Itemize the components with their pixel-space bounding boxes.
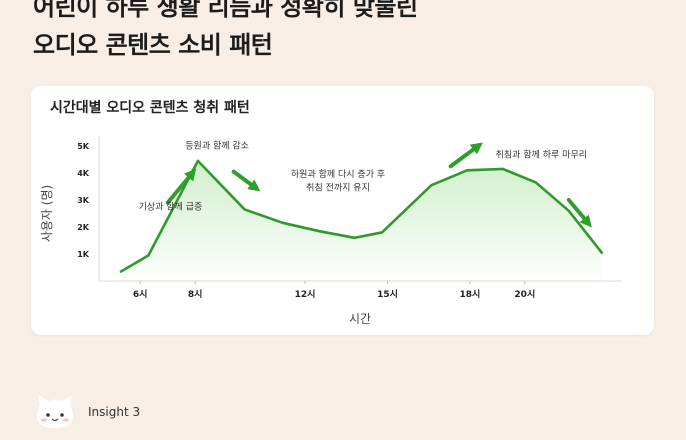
trend-arrow-up — [448, 142, 483, 169]
annotation-label: 하원과 함께 다시 증가 후 — [291, 169, 385, 180]
y-tick-label: 1K — [77, 250, 90, 259]
x-tick-label: 20시 — [514, 289, 535, 300]
cat-face-icon — [37, 395, 73, 428]
y-axis-label: 사용자 (명) — [40, 185, 54, 242]
chart-card: 시간대별 오디오 콘텐츠 청취 패턴 1K 2K 3K 4K 5K 6시 8시 12시 15시 1… — [31, 86, 654, 335]
y-tick-label: 2K — [77, 223, 90, 232]
trend-arrow-down — [231, 169, 261, 192]
x-tick-label: 18시 — [459, 289, 480, 300]
chart-title: 시간대별 오디오 콘텐츠 청취 패턴 — [50, 100, 250, 116]
series-line — [119, 159, 604, 273]
series-area — [120, 160, 602, 281]
annotation-label: 취침 전까지 유지 — [306, 182, 370, 193]
headline-line-2: 오디오 콘텐츠 소비 패턴 — [33, 31, 273, 59]
headline-line-1: 어린이 하루 생활 리듬과 정확히 맞물린 — [33, 0, 418, 21]
annotation-label: 등원과 함께 감소 — [185, 140, 249, 152]
annotation-label: 취침과 함께 하루 마무리 — [496, 150, 587, 161]
y-tick-label: 4K — [77, 169, 90, 178]
x-tick-label: 6시 — [133, 289, 148, 300]
y-tick-label: 3K — [77, 196, 90, 205]
insight-label: Insight 3 — [88, 405, 141, 419]
headline: 어린이 하루 생활 리듬과 정확히 맞물린 오디오 콘텐츠 소비 패턴 — [33, 0, 418, 64]
x-tick-label: 12시 — [295, 289, 316, 300]
x-axis-label: 시간 — [349, 312, 371, 326]
y-tick-label: 5K — [77, 142, 90, 151]
annotation-label: 기상과 함께 급증 — [139, 201, 203, 212]
x-tick-label: 8시 — [188, 289, 203, 300]
trend-arrow-up — [165, 168, 197, 205]
footer: Insight 3 — [34, 392, 140, 432]
x-tick-label: 15시 — [377, 289, 398, 300]
trend-arrow-down — [566, 198, 592, 228]
